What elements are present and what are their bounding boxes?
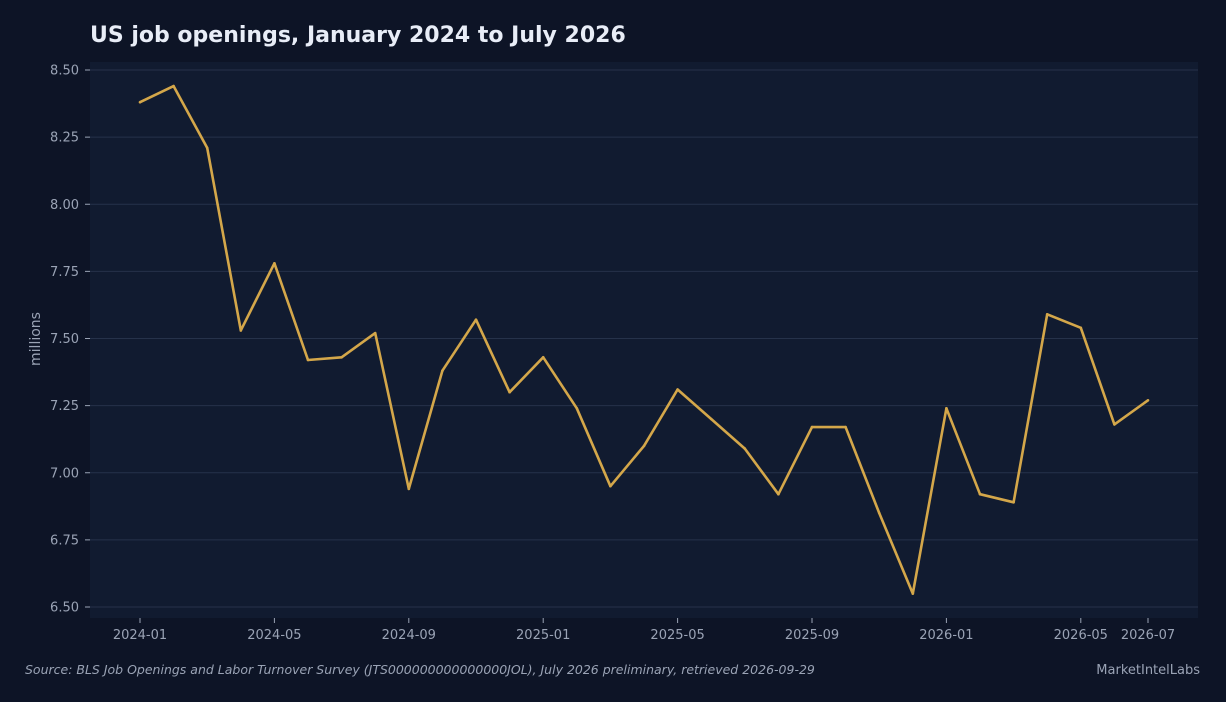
brand-label: MarketIntelLabs (1096, 663, 1200, 678)
y-tick-label: 8.25 (50, 131, 79, 146)
data-point (911, 592, 915, 595)
data-point (407, 487, 411, 491)
x-tick-label: 2024-05 (247, 628, 301, 643)
y-tick-label: 6.75 (50, 533, 79, 548)
data-point (642, 444, 646, 448)
data-point (306, 358, 310, 362)
data-point (709, 417, 713, 421)
source-note: Source: BLS Job Openings and Labor Turno… (25, 662, 815, 677)
y-tick-label: 8.00 (50, 198, 79, 213)
data-point (945, 407, 948, 410)
data-point (1113, 423, 1116, 426)
x-tick-label: 2024-01 (113, 628, 167, 643)
data-point (609, 484, 612, 488)
x-tick-label: 2025-05 (650, 628, 704, 643)
x-axis-ticks: 2024-01 2024-05 2024-09 2025-01 2025-05 2025-… (113, 618, 1175, 643)
data-point (1012, 500, 1015, 504)
data-point (777, 492, 780, 496)
chart-title: US job openings, January 2024 to July 20… (90, 23, 626, 48)
data-point (239, 329, 243, 332)
x-tick-label: 2026-01 (919, 628, 973, 643)
y-tick-label: 7.75 (50, 265, 79, 280)
data-point (138, 100, 142, 104)
y-axis-label: millions (28, 312, 44, 366)
data-point (474, 318, 478, 322)
data-point (810, 425, 814, 429)
data-point (373, 331, 377, 335)
gridlines (90, 69, 1198, 608)
y-axis-ticks: 6.50 6.75 7.00 7.25 7.50 7.75 8.00 8.25 8.50 (50, 64, 90, 616)
data-point (172, 84, 175, 88)
data-point (676, 388, 679, 391)
data-point (541, 355, 545, 359)
data-point (1079, 326, 1083, 330)
x-tick-label: 2025-09 (785, 628, 839, 643)
plot-area (90, 62, 1198, 618)
x-tick-label: 2024-09 (382, 628, 436, 643)
y-tick-label: 7.50 (50, 332, 79, 347)
data-point (844, 425, 847, 429)
data-point (508, 390, 511, 394)
data-point (1146, 398, 1150, 402)
data-point (340, 355, 343, 359)
data-points (138, 84, 1150, 595)
data-point (877, 511, 881, 515)
y-tick-label: 7.25 (50, 399, 79, 414)
y-tick-label: 7.00 (50, 466, 79, 481)
data-point (273, 262, 276, 265)
x-tick-label: 2025-01 (516, 628, 570, 643)
x-tick-label: 2026-05 (1054, 628, 1108, 643)
y-tick-label: 6.50 (50, 601, 79, 616)
x-tick-label: 2026-07 (1121, 628, 1175, 643)
data-point (205, 146, 209, 150)
data-point (575, 407, 579, 410)
data-point (743, 447, 747, 450)
data-point (978, 492, 982, 496)
y-tick-label: 8.50 (50, 64, 79, 79)
data-point (1045, 313, 1049, 316)
data-point (441, 369, 444, 373)
